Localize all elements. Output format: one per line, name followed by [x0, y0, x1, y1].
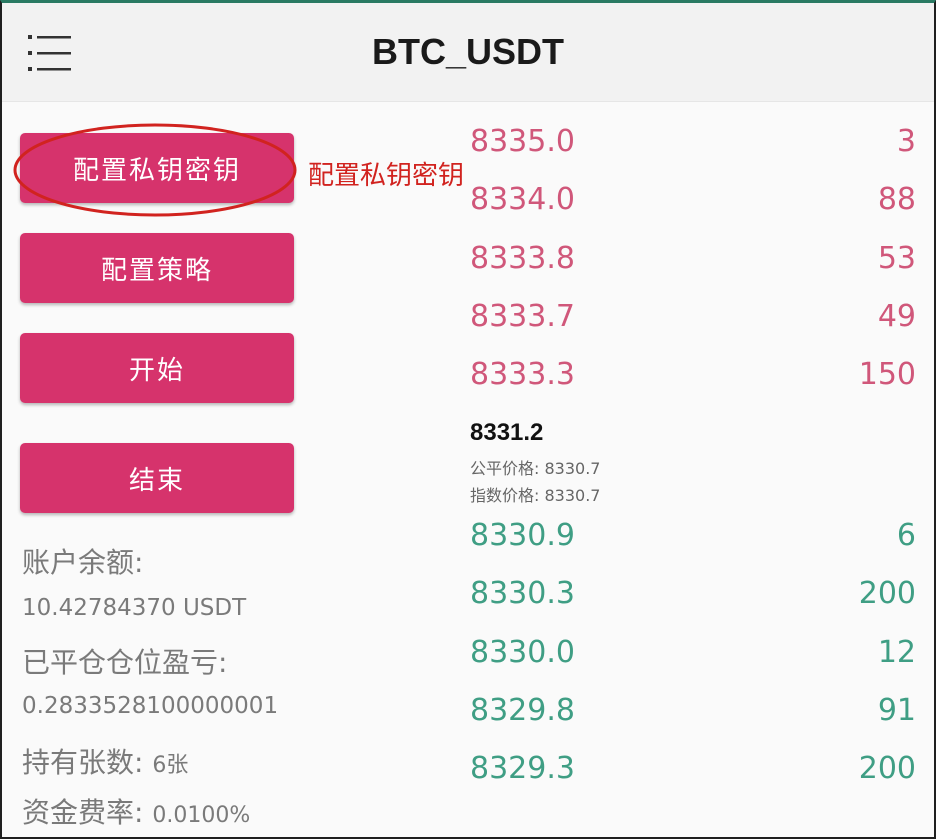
ask-row[interactable]: 8334.0 88	[470, 175, 916, 225]
holdings-row: 持有张数: 6张	[22, 741, 188, 781]
bid-qty: 6	[896, 518, 916, 553]
fair-price: 公平价格: 8330.7	[470, 459, 601, 478]
ask-row[interactable]: 8333.8 53	[470, 234, 916, 284]
funding-row: 资金费率: 0.0100%	[22, 791, 250, 831]
hamburger-list-icon[interactable]	[26, 31, 74, 75]
bid-price: 8330.3	[470, 576, 575, 611]
bid-row[interactable]: 8330.9 6	[470, 511, 916, 561]
bid-qty: 12	[877, 635, 916, 670]
end-button[interactable]: 结束	[20, 443, 294, 513]
ask-price: 8333.3	[470, 357, 575, 392]
ask-price: 8333.7	[470, 299, 575, 334]
bid-price: 8330.0	[470, 635, 575, 670]
closed-pnl-label: 已平仓仓位盈亏:	[22, 646, 228, 679]
config-strategy-button[interactable]: 配置策略	[20, 233, 294, 303]
bid-qty: 200	[858, 751, 916, 786]
balance-value: 10.42784370 USDT	[22, 595, 247, 621]
funding-label: 资金费率:	[22, 796, 144, 829]
bid-price: 8329.3	[470, 751, 575, 786]
config-keys-button[interactable]: 配置私钥密钥	[20, 133, 294, 203]
bid-qty: 200	[858, 576, 916, 611]
holdings-label: 持有张数:	[22, 746, 144, 779]
app-header: BTC_USDT	[2, 3, 934, 102]
bid-row[interactable]: 8329.3 200	[470, 744, 916, 794]
ask-qty: 49	[877, 299, 916, 334]
last-price: 8331.2	[470, 419, 544, 446]
ask-qty: 88	[877, 182, 916, 217]
bid-row[interactable]: 8330.0 12	[470, 628, 916, 678]
bid-price: 8330.9	[470, 518, 575, 553]
funding-value: 0.0100%	[152, 803, 251, 828]
ask-qty: 150	[858, 357, 916, 392]
balance-label: 账户余额:	[22, 546, 144, 579]
ask-row[interactable]: 8333.3 150	[470, 350, 916, 400]
bid-qty: 91	[877, 693, 916, 728]
holdings-value: 6张	[152, 753, 189, 778]
bid-row[interactable]: 8330.3 200	[470, 569, 916, 619]
ask-price: 8335.0	[470, 124, 575, 159]
ask-row[interactable]: 8335.0 3	[470, 117, 916, 167]
index-price: 指数价格: 8330.7	[470, 486, 601, 505]
bid-row[interactable]: 8329.8 91	[470, 686, 916, 736]
annotation-label: 配置私钥密钥	[308, 161, 465, 191]
ask-price: 8334.0	[470, 182, 575, 217]
ask-qty: 3	[896, 124, 916, 159]
page-title: BTC_USDT	[371, 31, 564, 72]
ask-price: 8333.8	[470, 241, 575, 276]
ask-qty: 53	[877, 241, 916, 276]
closed-pnl-value: 0.2833528100000001	[22, 693, 279, 719]
bid-price: 8329.8	[470, 693, 575, 728]
start-button[interactable]: 开始	[20, 333, 294, 403]
ask-row[interactable]: 8333.7 49	[470, 292, 916, 342]
